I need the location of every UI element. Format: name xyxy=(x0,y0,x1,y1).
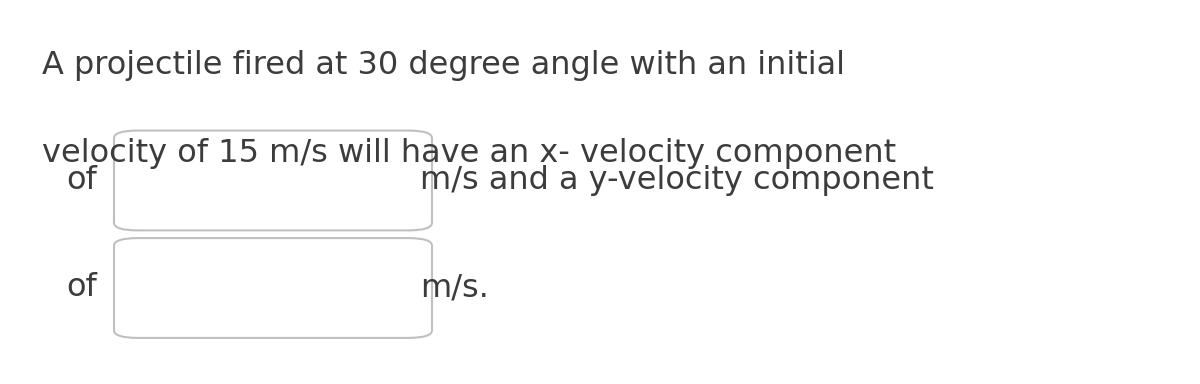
Text: m/s and a y-velocity component: m/s and a y-velocity component xyxy=(420,165,934,196)
Text: of: of xyxy=(66,165,97,196)
Text: of: of xyxy=(66,273,97,303)
Text: A projectile fired at 30 degree angle with an initial: A projectile fired at 30 degree angle wi… xyxy=(42,50,845,81)
Text: velocity of 15 m/s will have an x- velocity component: velocity of 15 m/s will have an x- veloc… xyxy=(42,138,896,169)
Text: m/s.: m/s. xyxy=(420,273,488,303)
